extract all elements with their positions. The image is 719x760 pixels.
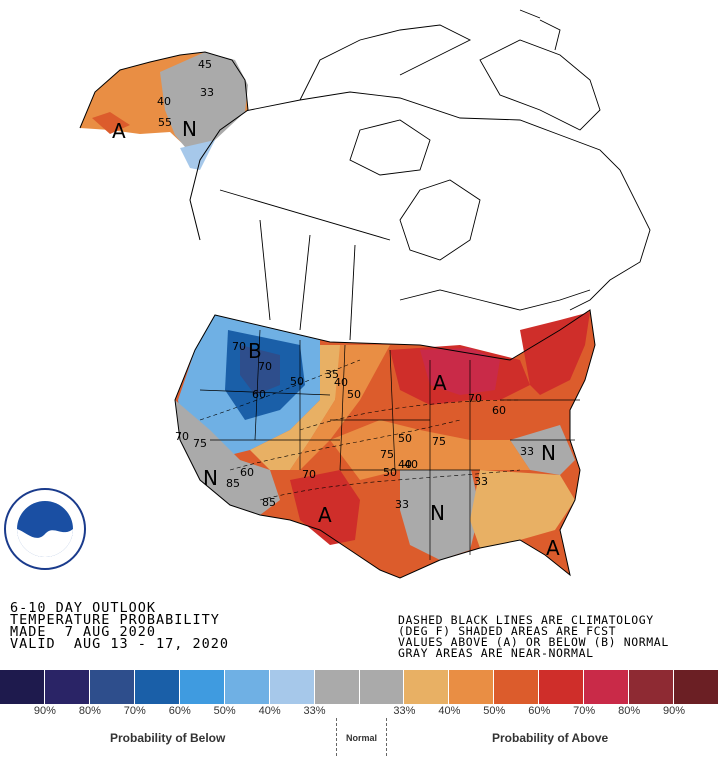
legend-swatch <box>224 670 270 704</box>
legend-tick: 40% <box>258 705 281 717</box>
legend-tick-labels: 90% 80% 70% 60% 50% 40% 33% 33% 40% 50% 60% 70% 80% 9… <box>0 705 719 721</box>
legend-tick: 90% <box>663 705 686 717</box>
legend-swatch <box>314 670 360 704</box>
title-line-4: VALID AUG 13 - 17, 2020 <box>10 636 230 652</box>
contour-label: 50 <box>383 466 397 479</box>
contour-label: 70 <box>302 468 316 481</box>
contour-label: 55 <box>158 116 172 129</box>
outlook-map: A N B N A A N N A 45 40 33 55 70 70 50 6… <box>79 9 651 579</box>
legend-swatch <box>134 670 180 704</box>
contour-label: 40 <box>157 95 171 108</box>
contour-label: 33 <box>395 498 409 511</box>
legend-tick: 33% <box>393 705 416 717</box>
legend-tick: 40% <box>438 705 461 717</box>
legend-swatch <box>179 670 225 704</box>
outlook-notes: DASHED BLACK LINES ARE CLIMATOLOGY (DEG … <box>398 613 669 660</box>
legend-swatch <box>449 670 495 704</box>
legend-swatch <box>539 670 585 704</box>
legend-tick: 70% <box>573 705 596 717</box>
contour-label: 85 <box>226 477 240 490</box>
contour-label: 70 <box>258 360 272 373</box>
contour-label: 70 <box>468 392 482 405</box>
note-line-4: GRAY AREAS ARE NEAR-NORMAL <box>398 646 594 660</box>
contour-label: 75 <box>380 448 394 461</box>
region-label: A <box>112 119 126 143</box>
legend-swatch <box>359 670 405 704</box>
legend-tick: 60% <box>168 705 191 717</box>
contour-label: 70 <box>232 340 246 353</box>
legend-swatch <box>44 670 90 704</box>
contour-label: 75 <box>432 435 446 448</box>
legend-swatch <box>674 670 719 704</box>
contour-label: 33 <box>200 86 214 99</box>
contour-label: 40 <box>334 376 348 389</box>
note-line-1: DASHED BLACK LINES ARE CLIMATOLOGY <box>398 613 654 627</box>
legend-tick: 60% <box>528 705 551 717</box>
canada-outline <box>219 9 651 341</box>
contour-label: 50 <box>347 388 361 401</box>
note-line-2: (DEG F) SHADED AREAS ARE FCST <box>398 624 617 638</box>
legend-normal-label: Normal <box>346 733 378 743</box>
legend-tick: 70% <box>123 705 146 717</box>
contour-label: 33 <box>474 475 488 488</box>
legend-swatch <box>404 670 450 704</box>
region-label: B <box>248 339 262 363</box>
contour-label: 40 <box>398 458 412 471</box>
contour-label: 60 <box>252 388 266 401</box>
region-label: N <box>541 441 556 465</box>
contour-label: 50 <box>290 375 304 388</box>
alaska-gray <box>160 52 248 165</box>
contour-label: 60 <box>492 404 506 417</box>
region-label: N <box>430 501 445 525</box>
legend-tick: 90% <box>33 705 56 717</box>
climatology-lines <box>199 359 521 501</box>
legend-swatch <box>629 670 675 704</box>
legend-swatch <box>0 670 45 704</box>
legend-tick: 50% <box>483 705 506 717</box>
contour-label: 85 <box>262 496 276 509</box>
contour-label: 50 <box>398 432 412 445</box>
contour-label: 75 <box>193 437 207 450</box>
alaska-red <box>92 112 130 134</box>
noaa-logo <box>4 488 86 570</box>
region-label: N <box>203 466 218 490</box>
contour-label: 40 <box>404 458 418 471</box>
legend-color-bar <box>0 670 719 704</box>
legend-tick: 33% <box>303 705 326 717</box>
contour-label: 45 <box>198 58 212 71</box>
note-line-3: VALUES ABOVE (A) OR BELOW (B) NORMAL <box>398 635 669 649</box>
legend-swatch <box>269 670 315 704</box>
conus-shading <box>175 310 595 578</box>
title-line-3: MADE 7 AUG 2020 <box>10 624 157 640</box>
legend-swatch <box>89 670 135 704</box>
legend-tick: 80% <box>618 705 641 717</box>
contour-label: 70 <box>175 430 189 443</box>
contour-label: 60 <box>240 466 254 479</box>
alaska-blue <box>180 140 215 170</box>
legend-swatch <box>584 670 630 704</box>
title-line-1: 6-10 DAY OUTLOOK <box>10 600 157 616</box>
legend-tick: 50% <box>213 705 236 717</box>
title-line-2: TEMPERATURE PROBABILITY <box>10 612 220 628</box>
legend-tick: 80% <box>78 705 101 717</box>
contour-label: 33 <box>520 445 534 458</box>
region-label: N <box>182 117 197 141</box>
normal-divider-right <box>386 718 387 756</box>
legend-below-label: Probability of Below <box>110 731 226 745</box>
contour-label: 35 <box>325 368 339 381</box>
legend-swatch <box>494 670 540 704</box>
region-label: A <box>546 536 560 560</box>
region-label: A <box>318 503 332 527</box>
legend-above-label: Probability of Above <box>492 731 609 745</box>
legend-tick <box>337 705 382 721</box>
state-outlines <box>174 309 596 579</box>
normal-divider-left <box>336 718 337 756</box>
outlook-title: 6-10 DAY OUTLOOK TEMPERATURE PROBABILITY… <box>10 600 230 652</box>
region-label: A <box>433 371 447 395</box>
